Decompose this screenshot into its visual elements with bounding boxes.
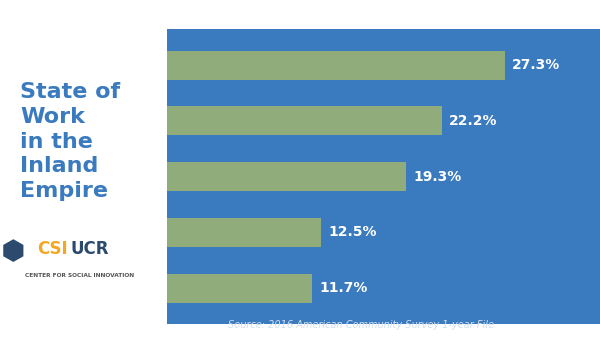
Text: CENTER FOR SOCIAL INNOVATION: CENTER FOR SOCIAL INNOVATION (25, 273, 134, 278)
Bar (167, 218, 322, 247)
Text: 12.5%: 12.5% (329, 225, 377, 239)
Text: CSI: CSI (37, 240, 67, 258)
Polygon shape (4, 240, 23, 261)
Text: UCR: UCR (70, 240, 109, 258)
Text: Source: 2016 American Community Survey 1-year File: Source: 2016 American Community Survey 1… (228, 320, 494, 330)
Bar (167, 274, 311, 303)
Text: State of
Work
in the
Inland
Empire: State of Work in the Inland Empire (20, 82, 120, 201)
Title: POVERTY IN THE INLAND EMPIRE: POVERTY IN THE INLAND EMPIRE (204, 0, 563, 19)
Text: 22.2%: 22.2% (449, 114, 497, 128)
Bar (167, 51, 505, 80)
Bar (167, 106, 442, 136)
Bar (167, 162, 406, 191)
Text: 27.3%: 27.3% (512, 58, 560, 72)
Text: 11.7%: 11.7% (319, 281, 367, 295)
Text: 19.3%: 19.3% (413, 170, 461, 184)
